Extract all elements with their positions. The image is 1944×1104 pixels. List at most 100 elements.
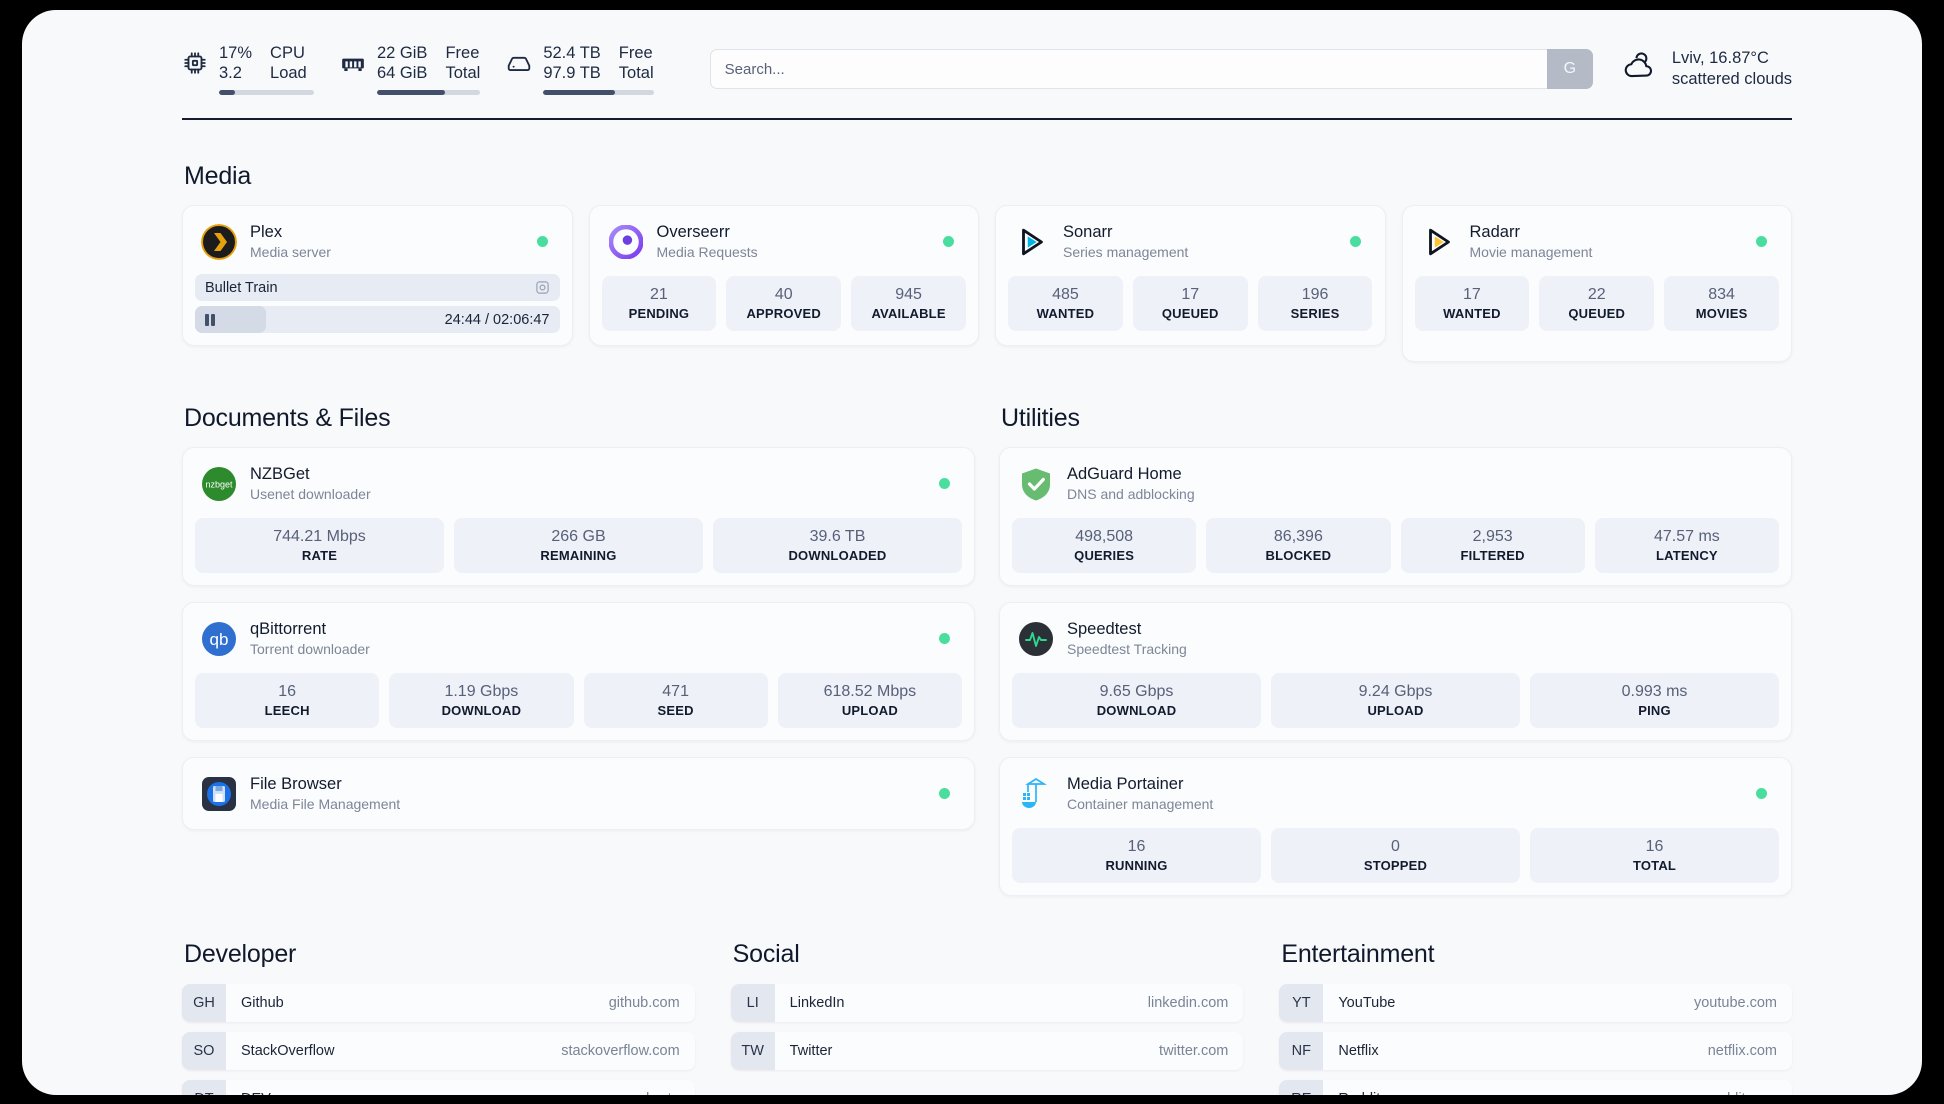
search-submit-button[interactable]: G bbox=[1546, 49, 1593, 89]
stat-label: QUEUED bbox=[1161, 306, 1219, 321]
cpu-progress-track bbox=[219, 90, 314, 95]
header-bar: 17% 3.2 CPU Load bbox=[22, 10, 1922, 102]
service-card-media-portainer[interactable]: Media Portainer Container management 16 … bbox=[999, 757, 1792, 896]
svg-text:nzbget: nzbget bbox=[205, 479, 233, 489]
search-bar: G bbox=[709, 49, 1593, 89]
stat-value: 16 bbox=[1645, 838, 1664, 855]
service-name: Radarr bbox=[1469, 223, 1520, 241]
bookmark-group-social: Social LI LinkedIn linkedin.com TW Twitt… bbox=[730, 896, 1244, 1095]
plex-playback-bar[interactable]: 24:44 / 02:06:47 bbox=[195, 306, 560, 333]
bookmark-url: stackoverflow.com bbox=[561, 1043, 680, 1059]
stat-value: 945 bbox=[895, 286, 922, 303]
status-badge bbox=[1756, 236, 1767, 247]
stat-label: PENDING bbox=[628, 306, 690, 321]
stat-tile: 471 SEED bbox=[583, 673, 768, 728]
bookmark-badge: LI bbox=[730, 984, 775, 1022]
cast-icon[interactable] bbox=[535, 280, 550, 295]
stat-value: 17 bbox=[1181, 286, 1200, 303]
bookmark-link[interactable]: RE Reddit reddit.com bbox=[1279, 1080, 1793, 1095]
disk-stat-group: 52.4 TB 97.9 TB Free Total bbox=[506, 43, 679, 95]
stat-tile: 16 RUNNING bbox=[1012, 828, 1261, 883]
bookmark-url: dev.to bbox=[641, 1080, 694, 1095]
dashboard-content: Media Plex Media server bbox=[22, 162, 1922, 1095]
service-card-qbittorrent[interactable]: qb qBittorrent Torrent downloader 16 LEE… bbox=[182, 602, 975, 741]
stat-label: RATE bbox=[301, 548, 338, 563]
stat-tile: 40 APPROVED bbox=[726, 276, 842, 331]
bookmark-link[interactable]: TW Twitter twitter.com bbox=[730, 1032, 1244, 1070]
service-card-plex[interactable]: Plex Media server Bullet Train bbox=[182, 205, 573, 346]
stat-value: 9.65 Gbps bbox=[1099, 683, 1174, 700]
stat-label: UPLOAD bbox=[1367, 703, 1424, 718]
bookmark-url: linkedin.com bbox=[1147, 995, 1229, 1011]
stat-tile: 0 STOPPED bbox=[1271, 828, 1520, 883]
documents-column: Documents & Files nzbget NZBGet Usenet d bbox=[182, 362, 975, 896]
status-badge bbox=[943, 236, 954, 247]
stats-row: 21 PENDING 40 APPROVED 945 AVAILABLE bbox=[601, 276, 967, 331]
stat-value: 16 bbox=[278, 683, 297, 700]
speedtest-icon bbox=[1018, 621, 1054, 657]
pause-icon[interactable] bbox=[205, 313, 215, 326]
cpu-load-value: 3.2 bbox=[219, 64, 242, 82]
service-card-radarr[interactable]: Radarr Movie management 17 WANTED 22 QUE… bbox=[1401, 205, 1792, 362]
search-input[interactable] bbox=[709, 49, 1547, 89]
bookmark-name: DEV bbox=[226, 1080, 271, 1095]
stats-row: 17 WANTED 22 QUEUED 834 MOVIES bbox=[1414, 276, 1780, 331]
stat-label: WANTED bbox=[1036, 306, 1095, 321]
memory-stat-group: 22 GiB 64 GiB Free Total bbox=[340, 43, 506, 95]
stat-value: 618.52 Mbps bbox=[823, 683, 917, 700]
bookmark-link[interactable]: SO StackOverflow stackoverflow.com bbox=[182, 1032, 695, 1070]
bookmark-link[interactable]: LI LinkedIn linkedin.com bbox=[730, 984, 1244, 1022]
bookmark-link[interactable]: YT YouTube youtube.com bbox=[1279, 984, 1793, 1022]
service-subtitle: Media server bbox=[250, 244, 331, 260]
bookmark-group-title: Developer bbox=[184, 940, 297, 968]
service-card-adguard-home[interactable]: AdGuard Home DNS and adblocking 498,508 … bbox=[999, 447, 1792, 586]
memory-label-top: Free bbox=[445, 44, 480, 62]
bookmark-link[interactable]: NF Netflix netflix.com bbox=[1279, 1032, 1793, 1070]
card-header: Sonarr Series management bbox=[1008, 218, 1373, 265]
card-header: qb qBittorrent Torrent downloader bbox=[195, 615, 962, 662]
stat-label: DOWNLOAD bbox=[441, 703, 522, 718]
service-card-sonarr[interactable]: Sonarr Series management 485 WANTED 17 Q… bbox=[995, 205, 1386, 346]
lower-sections: Documents & Files nzbget NZBGet Usenet d bbox=[182, 362, 1792, 896]
stat-label: REMAINING bbox=[540, 548, 617, 563]
disk-free-value: 52.4 TB bbox=[543, 44, 601, 62]
stat-label: LEECH bbox=[264, 703, 310, 718]
service-card-overseerr[interactable]: Overseerr Media Requests 21 PENDING 40 A… bbox=[588, 205, 979, 346]
weather-condition: scattered clouds bbox=[1671, 70, 1792, 88]
bookmark-badge: YT bbox=[1279, 984, 1324, 1022]
dashboard-page: 17% 3.2 CPU Load bbox=[22, 10, 1922, 1095]
bookmark-name: LinkedIn bbox=[789, 995, 845, 1011]
card-header: Media Portainer Container management bbox=[1012, 770, 1779, 817]
bookmark-link[interactable]: DT DEV dev.to bbox=[182, 1080, 695, 1095]
stat-label: DOWNLOADED bbox=[788, 548, 887, 563]
bookmark-url: netflix.com bbox=[1707, 1043, 1778, 1059]
service-name: Sonarr bbox=[1063, 223, 1113, 241]
plex-icon bbox=[201, 223, 237, 260]
bookmark-badge: RE bbox=[1279, 1080, 1324, 1095]
service-card-speedtest[interactable]: Speedtest Speedtest Tracking 9.65 Gbps D… bbox=[999, 602, 1792, 741]
service-subtitle: Series management bbox=[1063, 244, 1189, 260]
service-card-nzbget[interactable]: nzbget NZBGet Usenet downloader 744.21 M… bbox=[182, 447, 975, 586]
stat-label: AVAILABLE bbox=[871, 306, 946, 321]
utilities-column: Utilities AdGuard Home DNS and adblocki bbox=[999, 362, 1792, 896]
stat-value: 22 bbox=[1587, 286, 1606, 303]
card-header: Overseerr Media Requests bbox=[602, 218, 967, 265]
status-badge bbox=[939, 478, 950, 489]
bookmark-link[interactable]: GH Github github.com bbox=[182, 984, 695, 1022]
dashboard-window: 17% 3.2 CPU Load bbox=[22, 10, 1922, 1095]
stat-value: 40 bbox=[774, 286, 793, 303]
section-title-utilities: Utilities bbox=[1001, 404, 1080, 432]
status-badge bbox=[1349, 236, 1361, 247]
service-card-file-browser[interactable]: File Browser Media File Management bbox=[182, 757, 975, 830]
card-header: Speedtest Speedtest Tracking bbox=[1012, 615, 1779, 662]
stat-tile: 834 MOVIES bbox=[1664, 276, 1779, 331]
stat-tile: 39.6 TB DOWNLOADED bbox=[713, 518, 962, 573]
card-header: File Browser Media File Management bbox=[195, 770, 962, 817]
plex-now-playing: Bullet Train bbox=[195, 274, 560, 301]
portainer-icon bbox=[1018, 776, 1054, 812]
card-header: AdGuard Home DNS and adblocking bbox=[1012, 460, 1779, 507]
stat-tile: 16 TOTAL bbox=[1530, 828, 1779, 883]
service-subtitle: Torrent downloader bbox=[250, 641, 370, 657]
stat-label: MOVIES bbox=[1695, 306, 1748, 321]
stats-row: 9.65 Gbps DOWNLOAD 9.24 Gbps UPLOAD 0.99… bbox=[1012, 673, 1779, 728]
